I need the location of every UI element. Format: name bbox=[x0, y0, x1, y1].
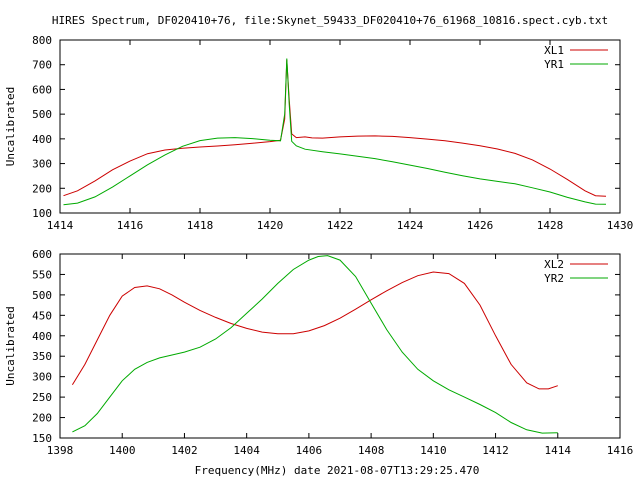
legend-label: XL1 bbox=[544, 44, 564, 57]
y-tick-label: 100 bbox=[32, 207, 52, 220]
y-tick-label: 250 bbox=[32, 391, 52, 404]
y-axis-label: Uncalibrated bbox=[4, 306, 17, 385]
legend-label: YR1 bbox=[544, 58, 564, 71]
y-tick-label: 200 bbox=[32, 412, 52, 425]
x-tick-label: 1424 bbox=[397, 219, 424, 232]
x-tick-label: 1410 bbox=[420, 444, 447, 457]
y-tick-label: 450 bbox=[32, 309, 52, 322]
y-tick-label: 400 bbox=[32, 133, 52, 146]
plot-frame bbox=[59, 253, 621, 439]
series-line-yr2 bbox=[72, 255, 558, 434]
figure-footer: Frequency(MHz) date 2021-08-07T13:29:25.… bbox=[195, 464, 480, 477]
y-tick-label: 400 bbox=[32, 330, 52, 343]
y-tick-label: 500 bbox=[32, 108, 52, 121]
y-tick-label: 300 bbox=[32, 371, 52, 384]
y-tick-label: 800 bbox=[32, 34, 52, 47]
legend-label: YR2 bbox=[544, 272, 564, 285]
y-tick-label: 200 bbox=[32, 182, 52, 195]
x-tick-label: 1428 bbox=[537, 219, 564, 232]
y-tick-label: 550 bbox=[32, 268, 52, 281]
y-tick-label: 500 bbox=[32, 289, 52, 302]
x-tick-label: 1400 bbox=[109, 444, 136, 457]
y-tick-label: 600 bbox=[32, 248, 52, 261]
figure-title: HIRES Spectrum, DF020410+76, file:Skynet… bbox=[52, 14, 608, 27]
series-line-xl1 bbox=[63, 59, 607, 197]
x-tick-label: 1412 bbox=[482, 444, 509, 457]
x-tick-label: 1402 bbox=[171, 444, 198, 457]
series-line-xl2 bbox=[71, 271, 558, 390]
x-tick-label: 1426 bbox=[467, 219, 494, 232]
x-tick-label: 1398 bbox=[47, 444, 74, 457]
x-tick-label: 1416 bbox=[607, 444, 634, 457]
y-tick-label: 700 bbox=[32, 59, 52, 72]
y-tick-label: 150 bbox=[32, 432, 52, 445]
y-tick-label: 600 bbox=[32, 83, 52, 96]
x-tick-label: 1404 bbox=[233, 444, 260, 457]
bottom-panel: 1398 1400 1402 1404 1406 1408 1410 1412 1414 1416… bbox=[4, 248, 633, 457]
x-tick-label: 1420 bbox=[257, 219, 284, 232]
x-tick-label: 1430 bbox=[607, 219, 634, 232]
x-tick-label: 1408 bbox=[358, 444, 385, 457]
x-tick-label: 1418 bbox=[187, 219, 214, 232]
x-tick-label: 1416 bbox=[117, 219, 144, 232]
x-tick-label: 1406 bbox=[296, 444, 323, 457]
legend-label: XL2 bbox=[544, 258, 564, 271]
y-tick-label: 350 bbox=[32, 350, 52, 363]
y-axis-label: Uncalibrated bbox=[4, 87, 17, 166]
x-tick-label: 1414 bbox=[47, 219, 74, 232]
x-tick-label: 1422 bbox=[327, 219, 354, 232]
y-tick-label: 300 bbox=[32, 158, 52, 171]
top-panel: 1414 1416 1418 1420 1422 1424 1426 1428 1430 100 2… bbox=[4, 34, 633, 232]
x-tick-label: 1414 bbox=[545, 444, 572, 457]
series-line-yr1 bbox=[63, 58, 607, 206]
